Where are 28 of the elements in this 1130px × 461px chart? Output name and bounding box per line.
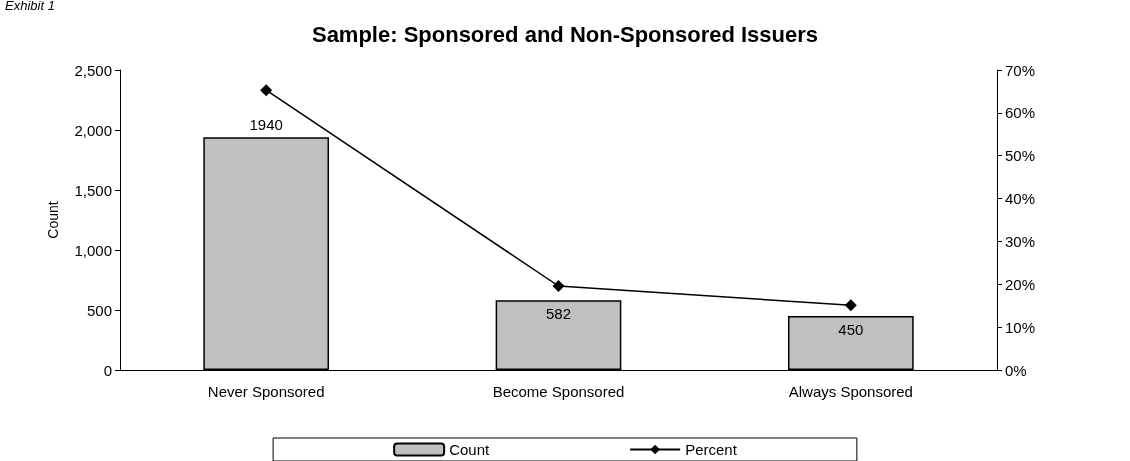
text: Exhibit 1 xyxy=(5,0,55,13)
y-tick-label: 2,500 xyxy=(74,61,112,79)
y2-tick-label: 0% xyxy=(1005,361,1027,379)
y2-tick-label: 70% xyxy=(1005,61,1036,79)
x-tick-label: Never Sponsored xyxy=(207,383,325,400)
y-tick-label: 0 xyxy=(103,361,112,379)
y2-tick-label: 40% xyxy=(1005,190,1036,208)
data-label: 450 xyxy=(838,321,864,338)
y-tick-label: 1,000 xyxy=(74,241,112,259)
y-tick-label: 1,500 xyxy=(74,181,112,199)
data-label: 1940 xyxy=(249,116,283,134)
y-tick-label: 2,000 xyxy=(74,121,112,139)
y2-tick-label: 10% xyxy=(1005,318,1036,336)
y2-tick-label: 60% xyxy=(1005,104,1036,122)
data-label: 582 xyxy=(545,305,572,323)
y2-tick-label: 20% xyxy=(1005,275,1036,293)
point xyxy=(260,84,273,97)
point xyxy=(552,280,565,292)
point xyxy=(844,299,857,312)
chart-title: Sample: Sponsored and Non-Sponsored Issuers xyxy=(311,21,819,47)
x-tick-label: Become Sponsored xyxy=(492,383,625,400)
legend-label: Percent xyxy=(685,441,738,458)
x-tick-label: Always Sponsored xyxy=(788,383,913,400)
y-tick-label: 500 xyxy=(86,301,112,319)
y2-tick-label: 50% xyxy=(1005,147,1036,165)
y2-tick-label: 30% xyxy=(1005,232,1036,250)
legend-label: Count xyxy=(449,441,490,458)
y-axis-title: Count xyxy=(45,201,61,239)
